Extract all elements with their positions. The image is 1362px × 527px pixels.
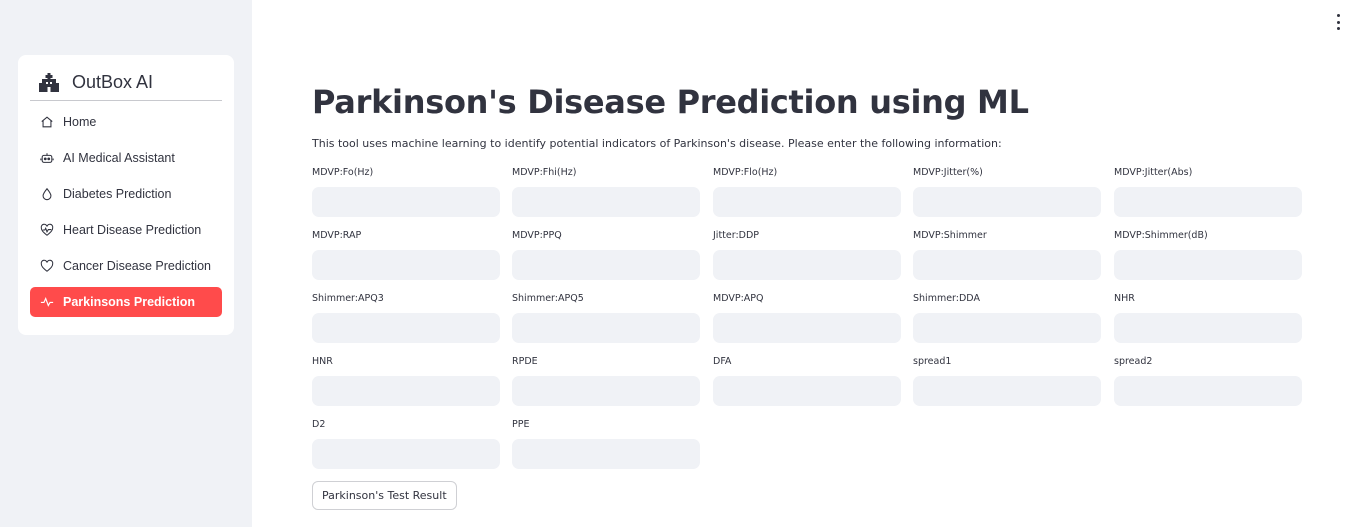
mdvp-shimmer-input[interactable] bbox=[913, 250, 1101, 280]
jitter-ddp-input[interactable] bbox=[713, 250, 901, 280]
field-label: Shimmer:APQ5 bbox=[512, 293, 584, 304]
field-mdvp-rap: MDVP:RAP bbox=[312, 230, 500, 280]
navigation-menu: OutBox AI Home AI Medical Assistant bbox=[18, 55, 234, 335]
field-dfa: DFA bbox=[713, 356, 901, 406]
field-ppe: PPE bbox=[512, 419, 700, 469]
hnr-input[interactable] bbox=[312, 376, 500, 406]
sidebar: OutBox AI Home AI Medical Assistant bbox=[0, 0, 252, 527]
field-shimmer-dda: Shimmer:DDA bbox=[913, 293, 1101, 343]
house-icon bbox=[41, 116, 53, 128]
field-mdvp-flo: MDVP:Flo(Hz) bbox=[713, 167, 901, 217]
field-mdvp-ppq: MDVP:PPQ bbox=[512, 230, 700, 280]
kebab-menu-icon bbox=[1336, 14, 1340, 17]
activity-icon bbox=[40, 296, 54, 307]
field-label: NHR bbox=[1114, 293, 1135, 304]
main-menu-button[interactable] bbox=[1332, 14, 1344, 30]
heart-icon bbox=[40, 259, 54, 272]
mdvp-jitter-abs-input[interactable] bbox=[1114, 187, 1302, 217]
field-shimmer-apq3: Shimmer:APQ3 bbox=[312, 293, 500, 343]
field-label: Jitter:DDP bbox=[713, 230, 760, 241]
kebab-menu-icon bbox=[1336, 27, 1340, 30]
field-label: Shimmer:APQ3 bbox=[312, 293, 384, 304]
sidebar-item-label: AI Medical Assistant bbox=[63, 151, 175, 165]
mdvp-rap-input[interactable] bbox=[312, 250, 500, 280]
mdvp-ppq-input[interactable] bbox=[512, 250, 700, 280]
mdvp-flo-input[interactable] bbox=[713, 187, 901, 217]
field-mdvp-jitter-abs: MDVP:Jitter(Abs) bbox=[1114, 167, 1302, 217]
field-label: MDVP:APQ bbox=[713, 293, 764, 304]
page-description: This tool uses machine learning to ident… bbox=[312, 137, 1002, 150]
field-label: spread1 bbox=[913, 356, 952, 367]
field-label: HNR bbox=[312, 356, 333, 367]
sidebar-item-home[interactable]: Home bbox=[30, 107, 222, 137]
field-mdvp-apq: MDVP:APQ bbox=[713, 293, 901, 343]
field-mdvp-shimmer-db: MDVP:Shimmer(dB) bbox=[1114, 230, 1302, 280]
mdvp-shimmer-db-input[interactable] bbox=[1114, 250, 1302, 280]
field-shimmer-apq5: Shimmer:APQ5 bbox=[512, 293, 700, 343]
field-label: Shimmer:DDA bbox=[913, 293, 980, 304]
ppe-input[interactable] bbox=[512, 439, 700, 469]
dfa-input[interactable] bbox=[713, 376, 901, 406]
field-hnr: HNR bbox=[312, 356, 500, 406]
field-spread1: spread1 bbox=[913, 356, 1101, 406]
sidebar-item-label: Home bbox=[63, 115, 97, 129]
sidebar-item-label: Parkinsons Prediction bbox=[63, 295, 195, 309]
field-label: MDVP:PPQ bbox=[512, 230, 562, 241]
sidebar-item-label: Cancer Disease Prediction bbox=[63, 259, 211, 273]
field-label: PPE bbox=[512, 419, 530, 430]
sidebar-item-label: Heart Disease Prediction bbox=[63, 223, 202, 237]
sidebar-item-heart-disease-prediction[interactable]: Heart Disease Prediction bbox=[30, 215, 222, 245]
kebab-menu-icon bbox=[1336, 20, 1340, 24]
sidebar-item-cancer-disease-prediction[interactable]: Cancer Disease Prediction bbox=[30, 251, 222, 281]
field-mdvp-shimmer: MDVP:Shimmer bbox=[913, 230, 1101, 280]
field-label: spread2 bbox=[1114, 356, 1153, 367]
field-label: MDVP:Shimmer(dB) bbox=[1114, 230, 1208, 241]
shimmer-apq3-input[interactable] bbox=[312, 313, 500, 343]
field-rpde: RPDE bbox=[512, 356, 700, 406]
robot-icon bbox=[40, 153, 54, 163]
field-mdvp-fo: MDVP:Fo(Hz) bbox=[312, 167, 500, 217]
field-label: D2 bbox=[312, 419, 326, 430]
menu-header: OutBox AI bbox=[30, 65, 222, 101]
droplet-icon bbox=[42, 187, 52, 201]
field-label: MDVP:Fo(Hz) bbox=[312, 167, 374, 178]
field-label: MDVP:Jitter(%) bbox=[913, 167, 983, 178]
d2-input[interactable] bbox=[312, 439, 500, 469]
field-nhr: NHR bbox=[1114, 293, 1302, 343]
shimmer-dda-input[interactable] bbox=[913, 313, 1101, 343]
hospital-icon bbox=[39, 72, 59, 92]
sidebar-item-label: Diabetes Prediction bbox=[63, 187, 172, 201]
spread1-input[interactable] bbox=[913, 376, 1101, 406]
sidebar-item-diabetes-prediction[interactable]: Diabetes Prediction bbox=[30, 179, 222, 209]
shimmer-apq5-input[interactable] bbox=[512, 313, 700, 343]
mdvp-apq-input[interactable] bbox=[713, 313, 901, 343]
field-spread2: spread2 bbox=[1114, 356, 1302, 406]
field-label: MDVP:Fhi(Hz) bbox=[512, 167, 577, 178]
sidebar-item-ai-medical-assistant[interactable]: AI Medical Assistant bbox=[30, 143, 222, 173]
field-mdvp-jitter-percent: MDVP:Jitter(%) bbox=[913, 167, 1101, 217]
nhr-input[interactable] bbox=[1114, 313, 1302, 343]
mdvp-fhi-input[interactable] bbox=[512, 187, 700, 217]
page-title: Parkinson's Disease Prediction using ML bbox=[312, 83, 1029, 121]
field-label: RPDE bbox=[512, 356, 538, 367]
field-jitter-ddp: Jitter:DDP bbox=[713, 230, 901, 280]
sidebar-item-parkinsons-prediction[interactable]: Parkinsons Prediction bbox=[30, 287, 222, 317]
menu-list: Home AI Medical Assistant Diabetes Predi… bbox=[30, 107, 222, 323]
heart-pulse-icon bbox=[40, 223, 54, 236]
field-label: MDVP:RAP bbox=[312, 230, 362, 241]
spread2-input[interactable] bbox=[1114, 376, 1302, 406]
field-label: MDVP:Flo(Hz) bbox=[713, 167, 778, 178]
rpde-input[interactable] bbox=[512, 376, 700, 406]
field-label: DFA bbox=[713, 356, 732, 367]
mdvp-jitter-percent-input[interactable] bbox=[913, 187, 1101, 217]
brand-name: OutBox AI bbox=[72, 72, 154, 92]
parkinsons-test-result-button[interactable]: Parkinson's Test Result bbox=[312, 481, 457, 510]
mdvp-fo-input[interactable] bbox=[312, 187, 500, 217]
field-label: MDVP:Jitter(Abs) bbox=[1114, 167, 1193, 178]
field-d2: D2 bbox=[312, 419, 500, 469]
field-mdvp-fhi: MDVP:Fhi(Hz) bbox=[512, 167, 700, 217]
field-label: MDVP:Shimmer bbox=[913, 230, 987, 241]
